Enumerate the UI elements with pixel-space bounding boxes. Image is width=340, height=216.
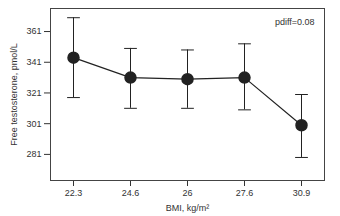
- svg-text:24.6: 24.6: [122, 188, 140, 198]
- svg-text:321: 321: [26, 88, 41, 98]
- svg-text:26: 26: [182, 188, 192, 198]
- svg-text:Free testosterone, pmol/L: Free testosterone, pmol/L: [9, 43, 19, 146]
- svg-text:30.9: 30.9: [293, 188, 311, 198]
- svg-text:BMI, kg/m²: BMI, kg/m²: [166, 203, 210, 213]
- svg-text:341: 341: [26, 57, 41, 67]
- svg-text:361: 361: [26, 26, 41, 36]
- svg-text:22.3: 22.3: [65, 188, 83, 198]
- svg-text:pdiff=0.08: pdiff=0.08: [275, 17, 315, 27]
- svg-text:301: 301: [26, 119, 41, 129]
- svg-text:27.6: 27.6: [236, 188, 254, 198]
- svg-text:281: 281: [26, 149, 41, 159]
